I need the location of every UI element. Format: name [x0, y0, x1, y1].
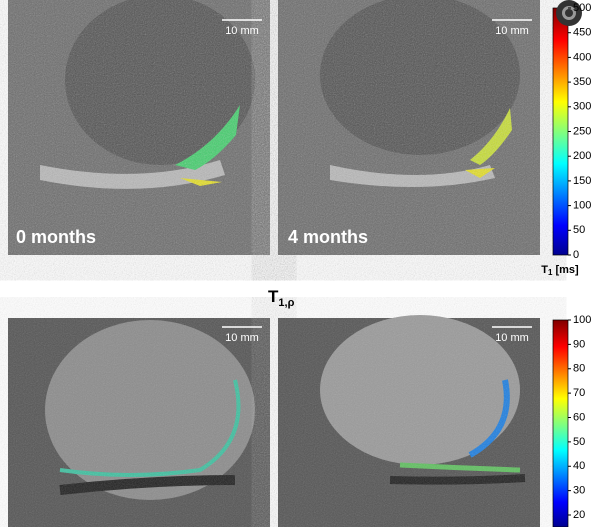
colorbar-tick-label: 40 — [573, 460, 585, 472]
colorbar-tick-label: 350 — [573, 76, 591, 88]
scale-label: 10 mm — [495, 332, 529, 344]
colorbar-tick-label: 400 — [573, 51, 591, 63]
panel-title: T1,ρ — [268, 287, 295, 308]
symbol: T — [541, 264, 548, 276]
colorbar-tick-label: 50 — [573, 224, 585, 236]
colorbar-label: T1 [ms] — [541, 264, 579, 277]
colorbar-tick-label: 250 — [573, 125, 591, 137]
colorbar-tick-label: 100 — [573, 200, 591, 212]
colorbar-tick-label: 0 — [573, 249, 579, 261]
colorbar — [552, 7, 569, 256]
colorbar-tick-label: 200 — [573, 150, 591, 162]
mri-panel — [8, 318, 270, 527]
colorbar-tick-label: 450 — [573, 27, 591, 39]
colorbar-tick-label: 70 — [573, 387, 585, 399]
timepoint-label: 0 months — [16, 227, 96, 247]
scale-bar — [222, 19, 532, 328]
scale-label: 10 mm — [225, 25, 259, 37]
colorbar-tick-label: 50 — [573, 436, 585, 448]
colorbar-tick-label: 60 — [573, 411, 585, 423]
subscript: 1,ρ — [278, 297, 294, 309]
colorbar-tick-label: 150 — [573, 175, 591, 187]
scale-label: 10 mm — [495, 25, 529, 37]
colorbar-tick-label: 90 — [573, 338, 585, 350]
colorbar-tick-label: 100 — [573, 314, 591, 326]
colorbar-tick-label: 300 — [573, 101, 591, 113]
colorbar-tick-label: 500 — [573, 2, 591, 14]
symbol: T — [268, 287, 279, 306]
mri-panel — [8, 0, 270, 255]
timepoint-label: 4 months — [288, 227, 368, 247]
unit: [ms] — [555, 264, 579, 276]
record-icon[interactable] — [556, 0, 582, 26]
mri-panel — [278, 0, 540, 255]
colorbar-tick-label: 30 — [573, 485, 585, 497]
scale-label: 10 mm — [225, 332, 259, 344]
colorbar-tick-label: 20 — [573, 509, 585, 521]
colorbar-tick-label: 80 — [573, 363, 585, 375]
colorbar — [552, 319, 569, 527]
mri-panel — [278, 315, 540, 527]
subscript: 1 — [548, 268, 553, 277]
